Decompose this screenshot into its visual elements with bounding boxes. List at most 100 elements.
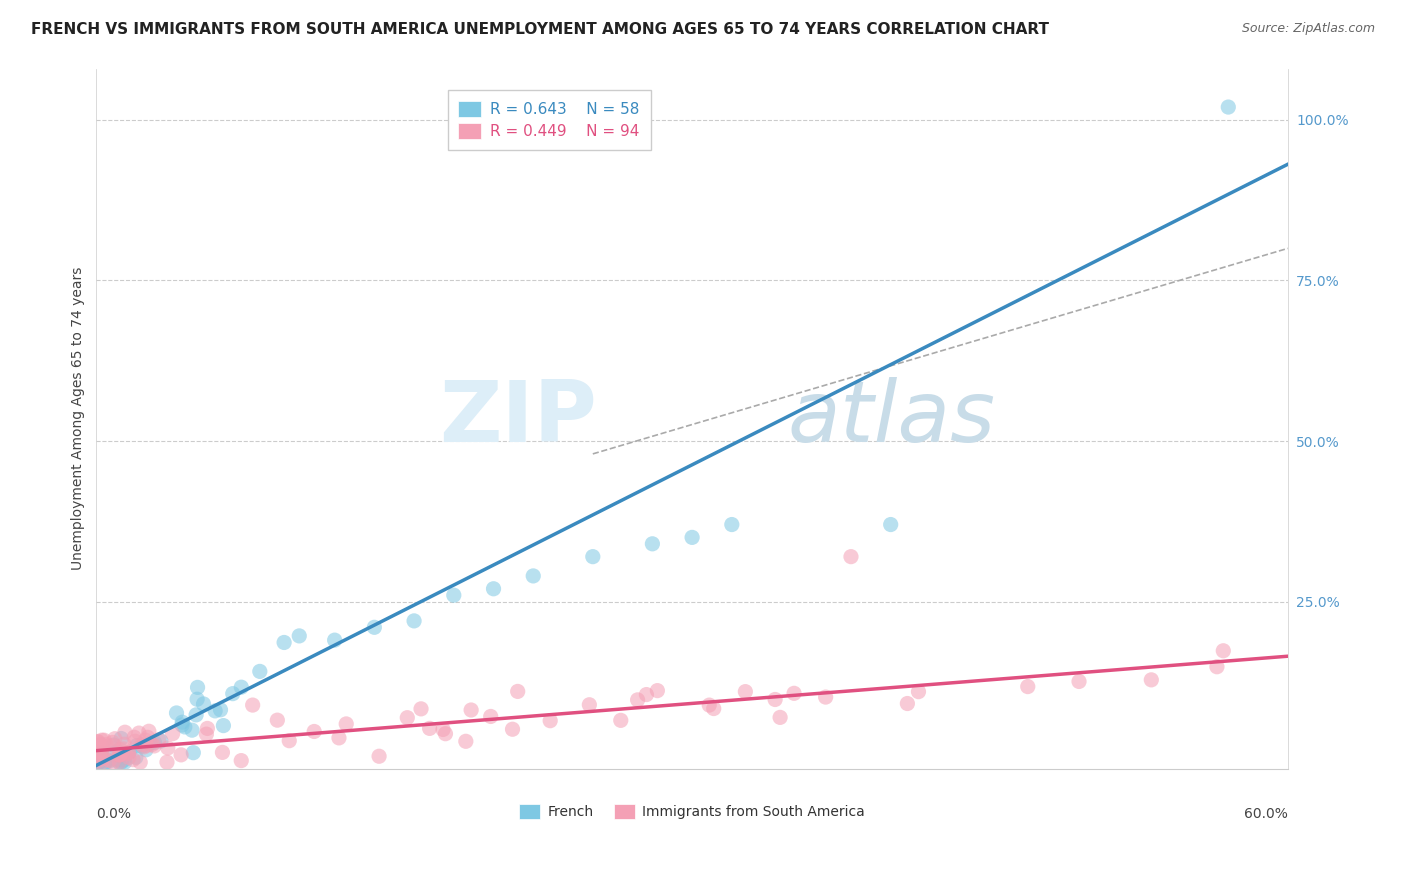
Point <box>273 635 295 649</box>
Point <box>242 698 264 712</box>
Point <box>703 701 725 715</box>
Point <box>122 753 145 767</box>
Point <box>538 714 561 728</box>
Point <box>626 693 648 707</box>
Point <box>94 755 117 769</box>
Point <box>112 753 135 767</box>
Point <box>90 733 112 747</box>
Point <box>1017 680 1039 694</box>
Point <box>114 725 136 739</box>
Point <box>86 755 108 769</box>
Point <box>636 688 658 702</box>
Point <box>86 735 108 749</box>
Point <box>506 684 529 698</box>
Text: Source: ZipAtlas.com: Source: ZipAtlas.com <box>1241 22 1375 36</box>
Point <box>419 722 441 736</box>
Point <box>128 726 150 740</box>
Point <box>97 755 120 769</box>
Point <box>149 734 172 748</box>
Point <box>363 620 385 634</box>
Point <box>222 687 245 701</box>
Point <box>231 680 253 694</box>
Point <box>162 727 184 741</box>
Point <box>86 754 108 768</box>
Legend: French, Immigrants from South America: French, Immigrants from South America <box>515 798 870 825</box>
Point <box>143 735 166 749</box>
Point <box>231 754 253 768</box>
Y-axis label: Unemployment Among Ages 65 to 74 years: Unemployment Among Ages 65 to 74 years <box>72 267 86 570</box>
Point <box>118 745 141 759</box>
Point <box>328 731 350 745</box>
Text: ZIP: ZIP <box>439 377 596 460</box>
Point <box>134 733 156 747</box>
Point <box>108 747 131 762</box>
Point <box>122 731 145 745</box>
Point <box>111 747 134 761</box>
Point <box>135 743 157 757</box>
Point <box>172 718 194 732</box>
Point <box>204 704 226 718</box>
Point <box>721 517 744 532</box>
Point <box>783 686 806 700</box>
Point <box>578 698 600 712</box>
Point <box>124 734 146 748</box>
Point <box>610 714 633 728</box>
Point <box>94 737 117 751</box>
Point <box>108 742 131 756</box>
Point <box>502 723 524 737</box>
Point <box>138 724 160 739</box>
Point <box>112 737 135 751</box>
Point <box>769 710 792 724</box>
Point <box>907 684 929 698</box>
Point <box>839 549 862 564</box>
Point <box>118 750 141 764</box>
Point <box>249 665 271 679</box>
Point <box>1067 674 1090 689</box>
Point <box>131 738 153 752</box>
Point <box>454 734 477 748</box>
Point <box>103 739 125 753</box>
Point <box>278 733 301 747</box>
Point <box>110 755 132 769</box>
Point <box>117 746 139 760</box>
Point <box>1140 673 1163 687</box>
Point <box>1212 644 1234 658</box>
Point <box>111 751 134 765</box>
Point <box>87 755 110 769</box>
Point <box>125 750 148 764</box>
Point <box>647 683 669 698</box>
Point <box>114 755 136 769</box>
Point <box>94 755 117 769</box>
Point <box>87 734 110 748</box>
Text: 0.0%: 0.0% <box>97 807 131 822</box>
Point <box>143 739 166 753</box>
Text: atlas: atlas <box>787 377 995 460</box>
Point <box>195 722 218 736</box>
Point <box>582 549 605 564</box>
Point <box>814 690 837 704</box>
Point <box>211 745 233 759</box>
Point <box>87 755 110 769</box>
Point <box>697 698 720 712</box>
Point <box>129 755 152 769</box>
Point <box>101 735 124 749</box>
Point <box>108 755 131 769</box>
Point <box>266 713 288 727</box>
Point <box>90 746 112 760</box>
Point <box>896 697 918 711</box>
Point <box>117 747 139 761</box>
Point <box>107 753 129 767</box>
Point <box>90 748 112 763</box>
Point <box>112 742 135 756</box>
Point <box>93 750 115 764</box>
Point <box>681 530 703 544</box>
Point <box>136 731 159 745</box>
Point <box>181 746 204 760</box>
Point <box>173 720 195 734</box>
Point <box>460 703 482 717</box>
Point <box>396 711 419 725</box>
Point <box>763 692 786 706</box>
Point <box>90 744 112 758</box>
Point <box>482 582 505 596</box>
Point <box>641 537 664 551</box>
